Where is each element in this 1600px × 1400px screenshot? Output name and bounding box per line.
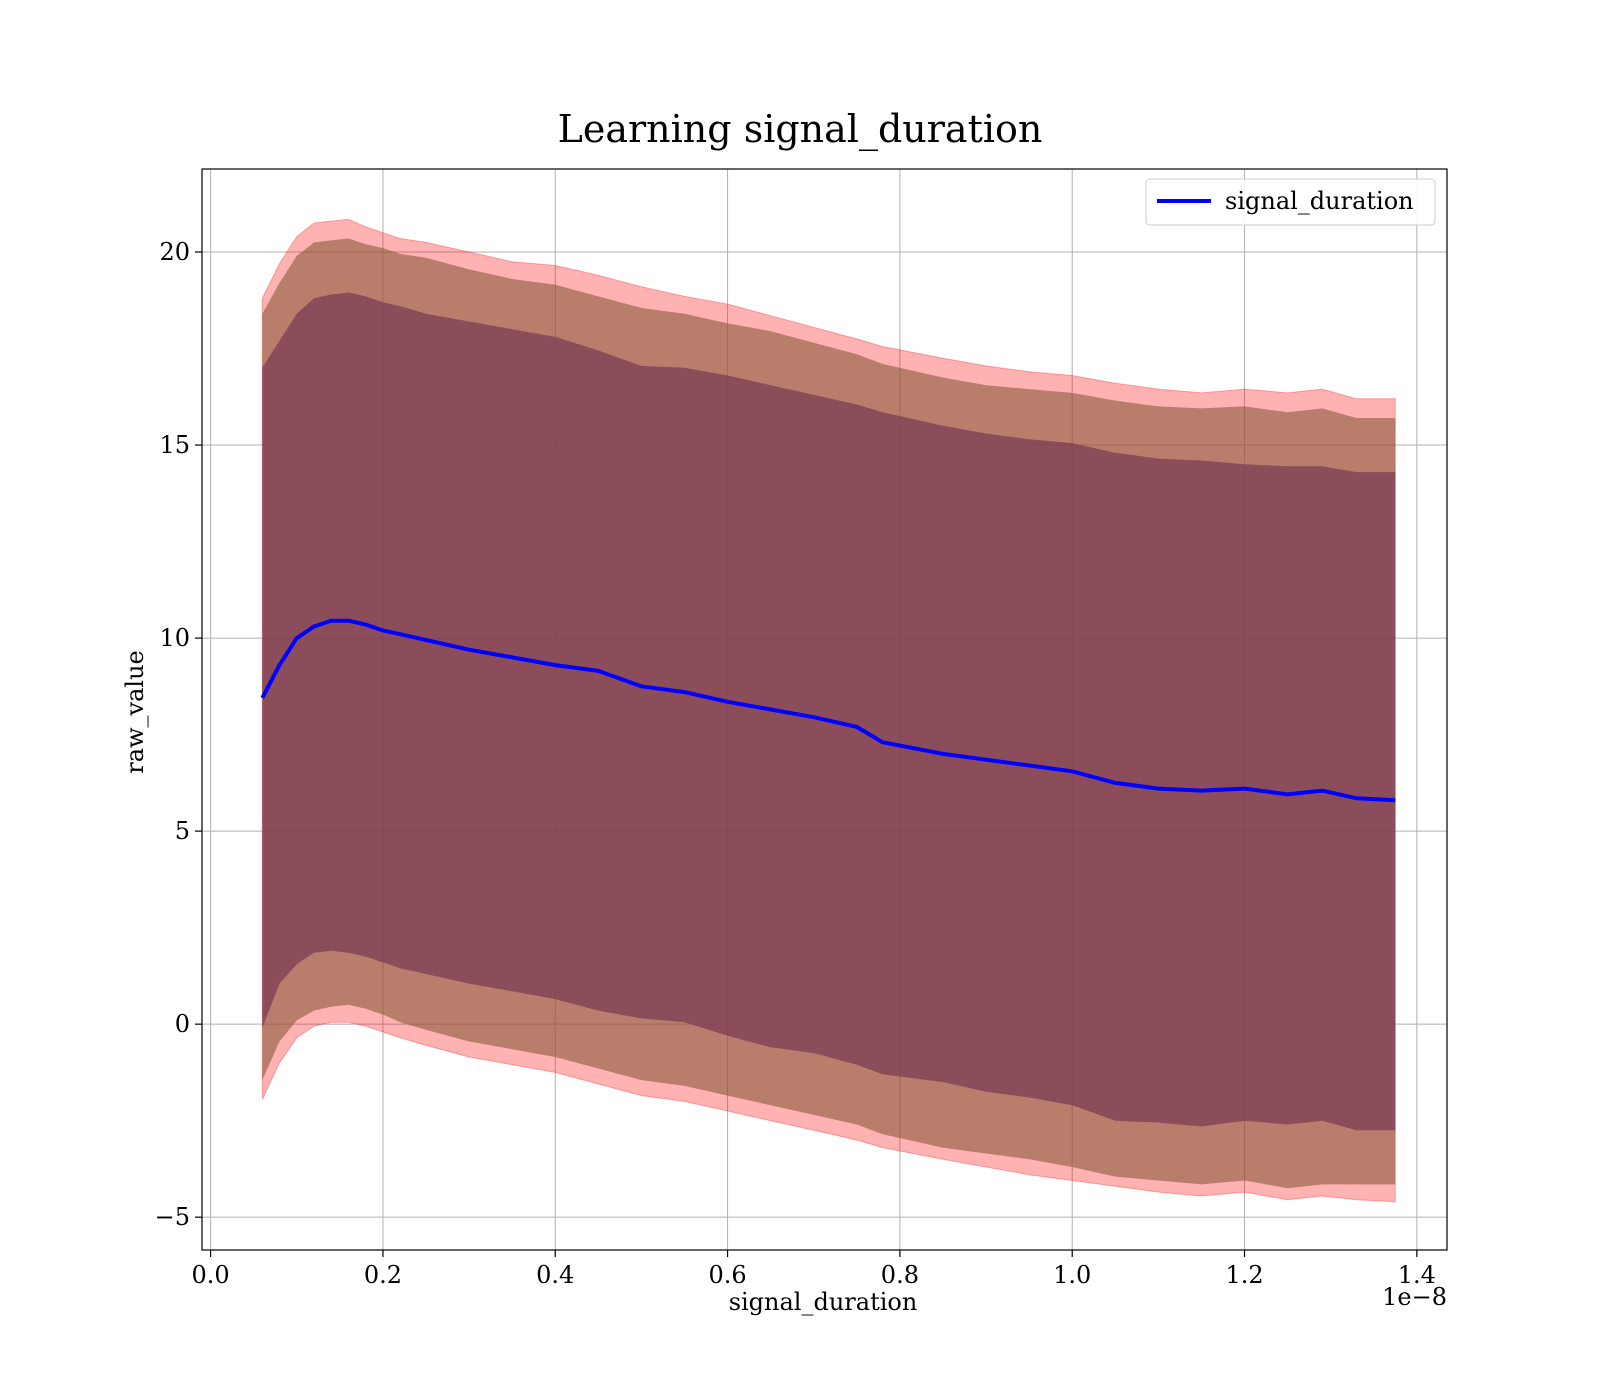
plot-area [202, 169, 1447, 1250]
legend-label: signal_duration [1225, 187, 1414, 215]
y-tick-label: 20 [159, 238, 190, 266]
x-axis: 0.0 0.2 0.4 0.6 0.8 1.0 1.2 1.4 [192, 1250, 1436, 1289]
x-tick-label: 1.0 [1053, 1261, 1091, 1289]
y-tick-label: 15 [159, 431, 190, 459]
series-line [260, 618, 1396, 803]
x-tick-label: 0.2 [364, 1261, 402, 1289]
x-tick-label: 0.6 [708, 1261, 746, 1289]
x-axis-offset-label: 1e−8 [1382, 1283, 1447, 1311]
legend-box [1145, 178, 1436, 226]
y-tick-label: 10 [159, 624, 190, 652]
x-axis-label: signal_duration [729, 1288, 918, 1316]
x-tick-label: 0.0 [192, 1261, 230, 1289]
x-tick-label: 1.2 [1225, 1261, 1263, 1289]
y-axis-label: raw_value [121, 650, 149, 774]
legend: signal_duration [1145, 178, 1436, 226]
x-tick-label: 1.4 [1398, 1261, 1436, 1289]
x-tick-label: 0.8 [881, 1261, 919, 1289]
y-axis: −5 0 5 10 15 20 [155, 238, 202, 1231]
x-tick-label: 0.4 [536, 1261, 574, 1289]
y-tick-label: 5 [175, 817, 190, 845]
chart-title: Learning signal_duration [558, 107, 1043, 152]
band-inner [262, 292, 1396, 1131]
y-tick-label: −5 [155, 1203, 190, 1231]
y-tick-label: 0 [175, 1010, 190, 1038]
plot-frame [201, 168, 1448, 1251]
